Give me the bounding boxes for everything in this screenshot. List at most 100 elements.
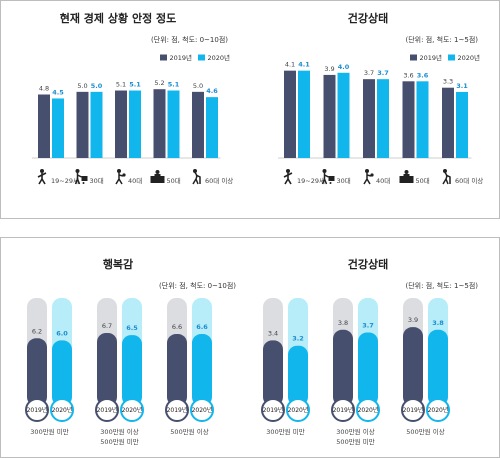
category-label: 500만원 미만 [336, 437, 374, 446]
unit-note: (단위: 점, 척도: 1~5점) [406, 35, 479, 44]
series-ring [331, 398, 355, 422]
person-with-baby-icon [363, 169, 374, 185]
legend-label: 2020년 [457, 53, 480, 62]
bar-2020 [129, 90, 141, 158]
series-ring [25, 398, 49, 422]
category-label: 40대 [376, 177, 390, 185]
data-label: 3.8 [338, 319, 348, 327]
chart-title: 행복감 [103, 257, 133, 271]
bars: 4.1 4.1 19~29세 3.9 4.0 30대 3.7 3.7 40대 3.6 3.6 50대 3… [278, 61, 483, 185]
data-label: 6.5 [126, 324, 138, 332]
legend-swatch [198, 54, 205, 61]
bar-2020 [167, 90, 180, 158]
series-ring-label: 2020년 [358, 406, 379, 414]
series-ring [95, 398, 119, 422]
category-label: 30대 [337, 177, 351, 185]
bar-2020 [192, 334, 212, 406]
series-ring-label: 2019년 [167, 406, 188, 414]
series-ring-label: 2019년 [403, 406, 424, 414]
bar-2020 [416, 81, 429, 158]
data-label: 3.7 [362, 321, 374, 329]
data-label: 4.6 [206, 87, 218, 95]
bar-2020 [456, 91, 468, 158]
category-label: 30대 [90, 177, 104, 185]
bar-2020 [52, 98, 64, 158]
elderly-person-with-cane-icon [192, 169, 201, 185]
series-ring [261, 398, 285, 422]
data-label: 3.1 [456, 82, 468, 90]
bar-2019 [333, 329, 353, 406]
legend-swatch [410, 54, 417, 61]
data-label: 4.8 [39, 84, 49, 92]
bar-2020 [52, 340, 72, 406]
series-ring-label: 2020년 [192, 406, 213, 414]
chart-happiness-by-income: 행복감 (단위: 점, 척도: 0~10점) 6.2 2019년 6.0 2020년 3… [25, 257, 236, 446]
series-ring [165, 398, 189, 422]
walking-person-icon [37, 169, 47, 185]
bar-2020 [90, 91, 103, 158]
category-label: 300만원 이상 [100, 427, 138, 436]
series-ring-label: 2020년 [122, 406, 143, 414]
bar-2019 [363, 79, 375, 158]
unit-note: (단위: 점, 척도: 0~10점) [151, 35, 228, 44]
data-label: 3.2 [292, 335, 304, 343]
bar-2020 [122, 335, 142, 406]
person-with-cart-icon [321, 169, 335, 185]
bar-2019 [442, 87, 454, 158]
bar-2020 [428, 329, 448, 406]
bar-2019 [402, 81, 415, 158]
bar-2020 [206, 97, 218, 158]
series-ring [401, 398, 425, 422]
data-label: 3.7 [364, 69, 374, 77]
series-ring [50, 398, 74, 422]
data-label: 5.2 [154, 79, 164, 87]
category-label: 500만원 미만 [100, 437, 138, 446]
data-label: 6.2 [32, 327, 42, 335]
legend-swatch [160, 54, 167, 61]
data-label: 3.4 [268, 329, 278, 337]
bar-2019 [153, 89, 166, 158]
data-label: 5.0 [77, 82, 87, 90]
legend-label: 2019년 [169, 53, 192, 62]
series-ring [190, 398, 214, 422]
data-label: 4.5 [52, 88, 64, 96]
chart-health-by-income: 건강상태 (단위: 점, 척도: 1~5점) 3.42019년3.22020년3… [261, 257, 479, 446]
data-label: 3.3 [443, 78, 453, 86]
bar-2019 [284, 70, 296, 158]
category-label: 300만원 미만 [30, 427, 68, 436]
data-label: 5.0 [193, 82, 203, 90]
data-label: 3.9 [408, 316, 418, 324]
unit-note: (단위: 점, 척도: 1~5점) [406, 281, 479, 290]
series-ring [286, 398, 310, 422]
person-at-desk-icon [150, 170, 165, 183]
data-label: 5.1 [129, 81, 141, 89]
series-ring-label: 2019년 [263, 406, 284, 414]
bar-2019 [97, 332, 117, 406]
chart-title: 건강상태 [348, 11, 388, 25]
legend-swatch [448, 54, 455, 61]
category-label: 50대 [167, 177, 181, 185]
data-label: 6.7 [102, 322, 112, 330]
data-label: 4.1 [285, 61, 295, 69]
bar-2019 [76, 91, 89, 158]
person-with-baby-icon [115, 169, 126, 185]
bar-2019 [403, 327, 423, 406]
category-label: 60대 이상 [455, 176, 483, 185]
chart-economic-stability-by-age: 현재 경제 상황 안정 정도 (단위: 점, 척도: 0~10점) 2020년2… [32, 11, 233, 185]
chart-health-by-age: 건강상태 (단위: 점, 척도: 1~5점) 2020년 2019년 4.1 4.1… [278, 11, 483, 185]
series-ring-label: 2020년 [52, 406, 73, 414]
category-label: 500만원 이상 [170, 427, 208, 436]
bars: 3.4 2019년 3.2 2020년 300만원 미만 3.8 2019년 3.7 2020년… [261, 298, 450, 446]
legend: 2020년 2019년 [410, 53, 480, 62]
bars: 6.2 2019년 6.0 2020년 300만원 미만 6.7 2019년 6.5 2020년… [25, 298, 214, 446]
series-ring-label: 2019년 [97, 406, 118, 414]
data-label: 6.6 [172, 323, 182, 331]
data-label: 5.1 [116, 81, 126, 89]
bar-2019 [115, 90, 127, 158]
walking-person-icon [283, 169, 293, 185]
bar-2019 [38, 94, 50, 158]
data-label: 4.1 [298, 61, 310, 69]
legend: 2020년 2019년 [160, 53, 230, 62]
data-label: 3.9 [324, 65, 334, 73]
